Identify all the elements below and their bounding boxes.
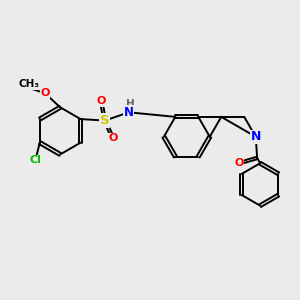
Text: S: S <box>100 114 110 127</box>
Text: O: O <box>234 158 244 168</box>
Text: CH₃: CH₃ <box>18 79 39 89</box>
Text: Cl: Cl <box>29 155 41 165</box>
Text: O: O <box>108 133 118 143</box>
Text: O: O <box>97 96 106 106</box>
Text: N: N <box>124 106 134 119</box>
Text: O: O <box>40 88 50 98</box>
Text: N: N <box>250 130 261 143</box>
Text: H: H <box>126 99 135 109</box>
